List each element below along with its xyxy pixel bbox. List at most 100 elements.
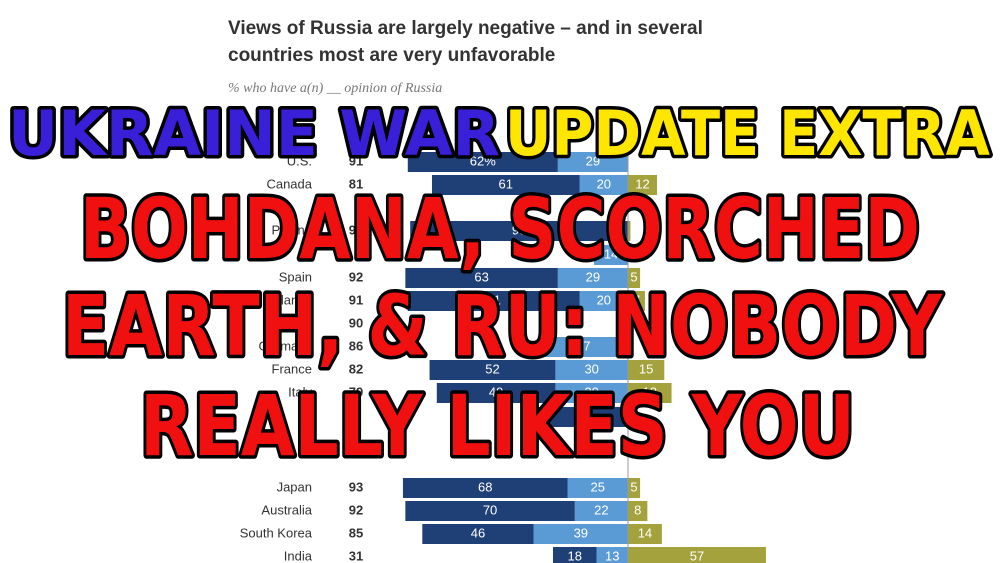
- somewhat-bar: [557, 152, 628, 172]
- bar-label: 39: [574, 408, 588, 423]
- bar-label: 14: [604, 246, 618, 261]
- somewhat-bar: [579, 291, 628, 311]
- country-label: Spain: [279, 269, 312, 284]
- favorable-bar: [628, 360, 665, 380]
- bar-label: 49: [489, 384, 503, 399]
- very-bar: [436, 383, 556, 403]
- total-label: 91: [349, 153, 363, 168]
- favorable-bar: [628, 291, 645, 311]
- favorable-bar: [628, 478, 641, 498]
- bar-label: 20: [597, 176, 611, 191]
- country-label: Japan: [277, 479, 312, 494]
- somewhat-bar: [538, 337, 628, 357]
- somewhat-bar: [596, 547, 628, 563]
- favorable-bar: [628, 221, 631, 241]
- bar-label: 13: [605, 548, 619, 563]
- bar-label: 12: [635, 176, 649, 191]
- overlay: UKRAINE WAR UPDATE EXTRA BOHDANA, SCORCH…: [5, 94, 994, 479]
- total-label: 86: [349, 338, 363, 353]
- bar-label: 63: [474, 269, 488, 284]
- bar-label: 5: [630, 479, 637, 494]
- bar-label: 15: [639, 361, 653, 376]
- very-bar: [410, 221, 628, 241]
- chart-title: countries most are very unfavorable: [228, 45, 555, 66]
- overlay-text: UKRAINE WAR: [8, 97, 500, 170]
- very-bar: [533, 407, 628, 427]
- bar-label: 8: [634, 502, 641, 517]
- favorable-bar: [628, 175, 658, 195]
- bar-label: 61: [499, 176, 513, 191]
- overlay-text: UPDATE EXTRA: [505, 97, 990, 170]
- country-label: Netherlands: [242, 292, 313, 307]
- bar-label: 25: [591, 479, 605, 494]
- overlay-text: BOHDANA, SCORCHED: [80, 180, 920, 278]
- bar-label: 30: [584, 361, 598, 376]
- favorable-bar: [628, 547, 766, 563]
- country-label: Italy: [288, 384, 312, 399]
- overlay-text: REALLY LIKES YOU: [140, 377, 855, 475]
- very-bar: [407, 291, 580, 311]
- country-label: India: [284, 548, 313, 563]
- chart: U.S. 91 29 62% Canada 81 20 61 12 Poland 98 90 1 14 Sp…: [240, 152, 766, 563]
- country-label: Poland: [272, 222, 312, 237]
- somewhat-bar: [574, 501, 628, 521]
- bar-label: 70: [483, 502, 497, 517]
- country-label: Canada: [266, 176, 312, 191]
- bar-label: 62%: [470, 153, 496, 168]
- somewhat-bar: [555, 383, 628, 403]
- total-label: 31: [349, 548, 363, 563]
- total-label: 81: [349, 176, 363, 191]
- bar-label: 68: [478, 479, 492, 494]
- total-label: 92: [349, 269, 363, 284]
- total-label: 91: [349, 292, 363, 307]
- total-label: 92: [349, 502, 363, 517]
- bar-label: 20: [597, 292, 611, 307]
- country-label: U.S.: [287, 153, 312, 168]
- bar-label: 22: [594, 502, 608, 517]
- country-label: South Korea: [240, 525, 313, 540]
- total-label: 82: [349, 361, 363, 376]
- bar-label: 5: [630, 269, 637, 284]
- very-bar: [405, 268, 558, 288]
- country-label: Germany: [259, 338, 313, 353]
- bar-label: 90: [512, 222, 526, 237]
- favorable-bar: [628, 268, 641, 288]
- bar-label: 18: [568, 548, 582, 563]
- very-bar: [431, 175, 580, 195]
- total-label: 79: [349, 384, 363, 399]
- bar-label: 39: [574, 525, 588, 540]
- bar-label: 14: [638, 525, 652, 540]
- bar-label: 29: [586, 269, 600, 284]
- bar-label: 18: [643, 384, 657, 399]
- chart-title: Views of Russia are largely negative – a…: [228, 18, 703, 39]
- very-bar: [422, 524, 534, 544]
- bar-label: 30: [584, 384, 598, 399]
- favorable-bar: [628, 524, 662, 544]
- very-bar: [429, 360, 556, 380]
- bar-label: 7: [633, 292, 640, 307]
- total-label: 93: [349, 479, 363, 494]
- very-bar: [402, 478, 568, 498]
- bar-label: 57: [690, 548, 704, 563]
- overlay-text: EARTH, & RU: NOBODY: [62, 277, 943, 375]
- bar-label: 1: [630, 222, 637, 237]
- very-bar: [405, 501, 575, 521]
- very-bar: [407, 152, 558, 172]
- somewhat-bar: [567, 478, 628, 498]
- total-label: 98: [349, 222, 363, 237]
- total-label: 90: [349, 315, 363, 330]
- somewhat-bar: [594, 245, 628, 265]
- favorable-bar: [628, 501, 648, 521]
- bar-label: 37: [576, 338, 590, 353]
- country-label: Australia: [261, 502, 312, 517]
- somewhat-bar: [533, 524, 628, 544]
- bar-label: 71: [486, 292, 500, 307]
- somewhat-bar: [557, 268, 628, 288]
- bar-label: 46: [471, 525, 485, 540]
- somewhat-bar: [579, 175, 628, 195]
- somewhat-bar: [555, 360, 628, 380]
- country-label: France: [272, 361, 312, 376]
- very-bar: [552, 547, 597, 563]
- chart-subtitle: % who have a(n) __ opinion of Russia: [228, 81, 442, 96]
